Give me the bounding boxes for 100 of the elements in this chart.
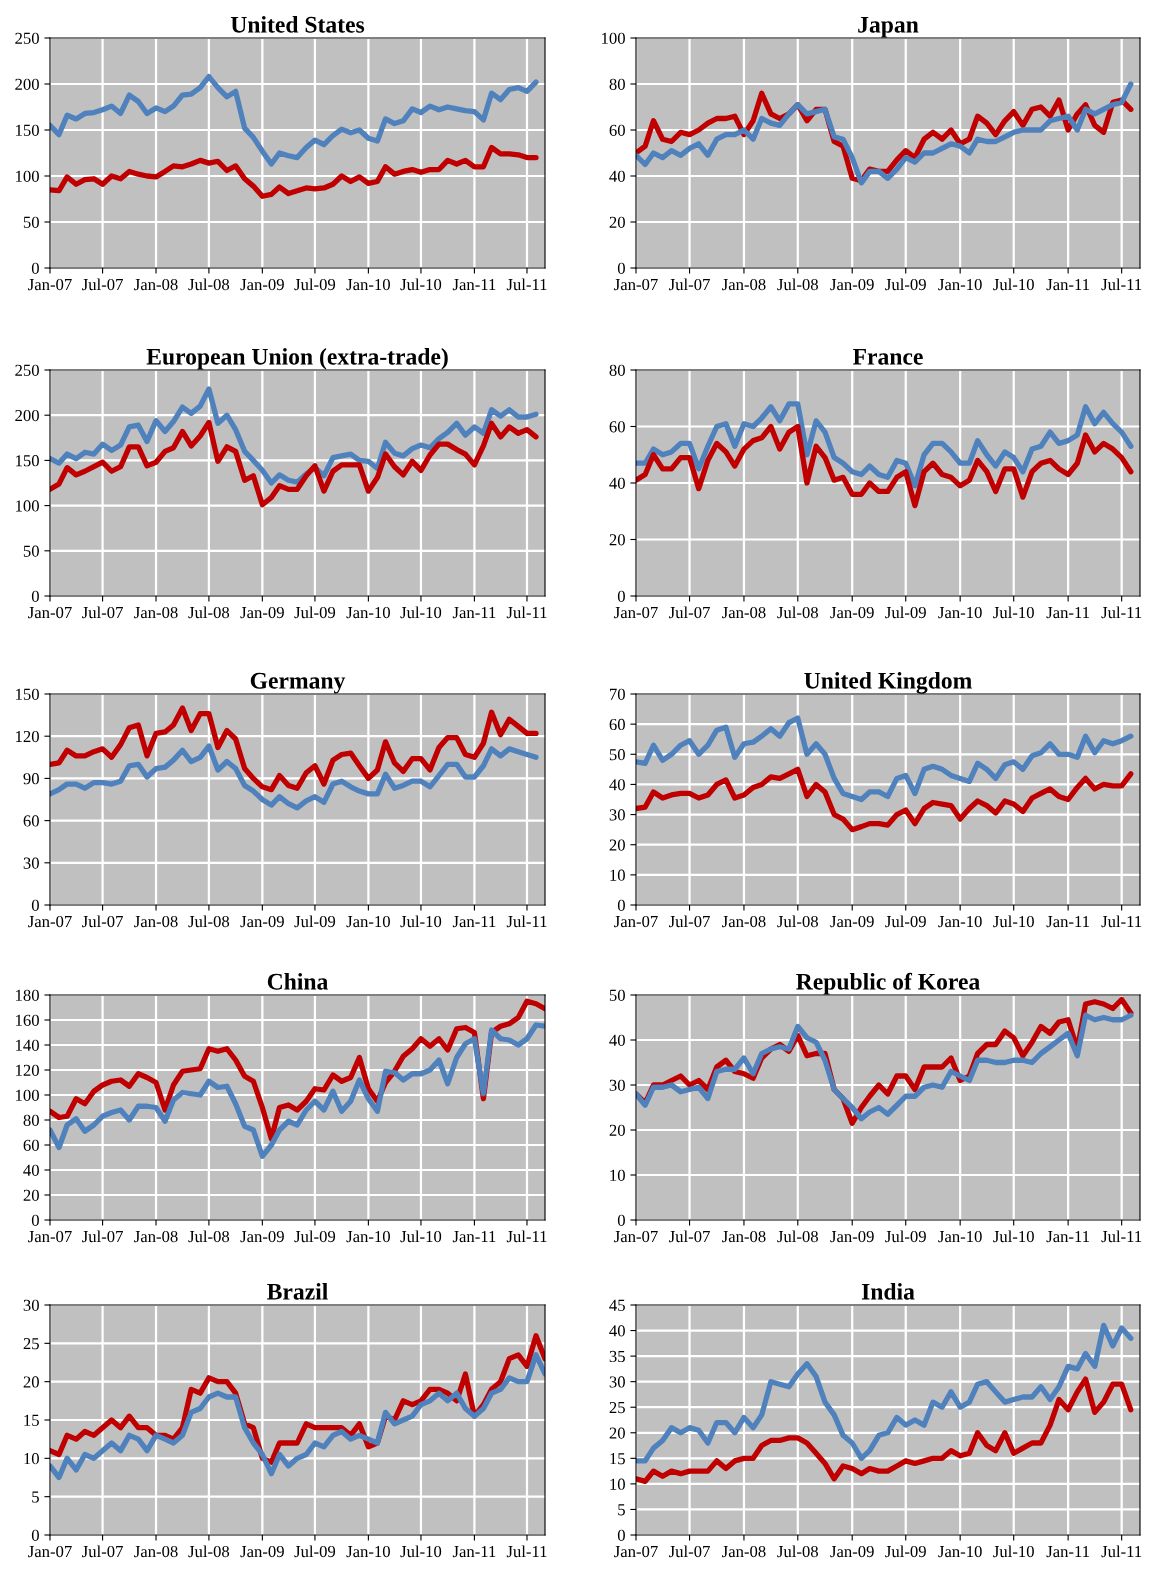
x-tick-label: Jan-08 <box>134 606 178 619</box>
x-tick-label: Jul-08 <box>188 278 230 291</box>
x-tick-label: Jul-07 <box>669 278 710 291</box>
y-tick-label: 30 <box>23 1299 39 1311</box>
y-tick-label: 60 <box>23 1139 39 1151</box>
y-tick-label: 0 <box>617 262 625 274</box>
y-tick-label: 70 <box>610 688 625 700</box>
y-tick-label: 25 <box>609 1401 625 1414</box>
y-tick-label: 120 <box>16 730 39 743</box>
y-tick-label: 90 <box>23 773 39 785</box>
x-tick-label: Jan-07 <box>28 606 72 619</box>
x-tick-label: Jan-09 <box>830 1545 874 1558</box>
x-tick-label: Jan-08 <box>722 278 766 291</box>
x-tick-label: Jul-11 <box>506 1545 547 1558</box>
y-tick-label: 10 <box>610 869 625 881</box>
y-tick-label: 30 <box>609 1376 625 1388</box>
y-tick-label: 160 <box>16 1014 39 1026</box>
y-tick-label: 150 <box>16 124 39 136</box>
chart-title: United Kingdom <box>804 672 972 694</box>
x-tick-label: Jan-10 <box>346 606 390 619</box>
x-tick-label: Jan-11 <box>452 278 496 291</box>
chart-title: Brazil <box>267 1283 328 1300</box>
x-tick-label: Jan-10 <box>938 606 982 619</box>
x-tick-label: Jan-11 <box>1046 278 1090 291</box>
y-tick-label: 30 <box>609 809 625 821</box>
y-tick-label: 100 <box>602 32 625 44</box>
y-tick-label: 40 <box>23 1164 39 1176</box>
y-tick-label: 250 <box>15 32 39 44</box>
chart-title: European Union (extra-trade) <box>146 348 448 370</box>
x-tick-label: Jan-07 <box>28 915 72 928</box>
y-tick-label: 40 <box>609 170 625 182</box>
y-tick-label: 100 <box>16 1089 39 1101</box>
x-tick-label: Jan-09 <box>830 278 874 291</box>
chart-title: Germany <box>250 672 346 694</box>
chart-title: Republic of Korea <box>796 972 980 995</box>
x-tick-label: Jul-09 <box>294 278 336 291</box>
x-tick-label: Jan-11 <box>1046 915 1090 928</box>
y-tick-label: 40 <box>609 779 625 791</box>
x-tick-label: Jul-09 <box>294 1230 336 1243</box>
x-tick-label: Jan-11 <box>452 1545 496 1558</box>
x-tick-label: Jul-10 <box>400 1545 442 1558</box>
chart-title: China <box>267 973 328 990</box>
x-tick-label: Jul-11 <box>1101 1545 1142 1558</box>
chart-title: Japan <box>858 16 919 38</box>
y-tick-label: 40 <box>609 477 625 489</box>
y-tick-label: 15 <box>610 1453 625 1465</box>
x-tick-label: Jul-07 <box>82 606 123 619</box>
x-tick-label: Jul-11 <box>1101 278 1142 291</box>
x-tick-label: Jul-10 <box>993 606 1034 619</box>
y-tick-label: 0 <box>31 590 39 602</box>
y-tick-label: 80 <box>609 78 625 90</box>
y-tick-label: 0 <box>617 1529 625 1541</box>
x-tick-label: Jan-09 <box>240 915 284 928</box>
y-tick-label: 20 <box>609 534 625 546</box>
x-tick-label: Jan-10 <box>938 278 982 291</box>
x-tick-label: Jul-11 <box>506 915 547 928</box>
y-tick-label: 0 <box>617 899 625 911</box>
y-tick-label: 35 <box>609 1350 625 1363</box>
x-tick-label: Jul-09 <box>885 1230 926 1243</box>
x-tick-label: Jul-09 <box>294 1545 336 1558</box>
y-tick-label: 30 <box>609 1079 625 1091</box>
y-tick-label: 100 <box>16 500 39 512</box>
x-tick-label: Jan-07 <box>614 915 658 928</box>
x-tick-label: Jul-09 <box>885 278 926 291</box>
y-tick-label: 50 <box>23 216 39 228</box>
y-tick-label: 10 <box>24 1453 39 1465</box>
y-tick-label: 40 <box>609 1325 625 1337</box>
y-tick-label: 100 <box>16 170 39 182</box>
y-tick-label: 0 <box>31 1529 39 1541</box>
x-tick-label: Jul-10 <box>400 606 442 619</box>
x-tick-label: Jul-07 <box>669 1230 710 1243</box>
y-tick-label: 20 <box>609 1427 625 1439</box>
x-tick-label: Jul-11 <box>1101 1230 1142 1243</box>
x-tick-label: Jul-07 <box>82 915 123 928</box>
y-tick-label: 20 <box>609 1124 625 1136</box>
y-tick-label: 80 <box>609 364 625 376</box>
y-tick-label: 50 <box>23 545 39 557</box>
x-tick-label: Jan-07 <box>28 1230 72 1243</box>
y-tick-label: 60 <box>609 124 625 136</box>
x-tick-label: Jul-08 <box>188 915 230 928</box>
y-tick-label: 0 <box>31 899 39 911</box>
y-tick-label: 5 <box>618 1504 625 1516</box>
chart-title: India <box>861 1283 915 1300</box>
x-tick-label: Jan-07 <box>614 1545 658 1558</box>
x-tick-label: Jul-08 <box>777 278 818 291</box>
chart-title: France <box>853 348 923 365</box>
x-tick-label: Jan-11 <box>452 606 496 619</box>
x-tick-label: Jul-10 <box>400 1230 442 1243</box>
x-tick-label: Jul-09 <box>885 1545 926 1558</box>
x-tick-label: Jan-08 <box>722 606 766 619</box>
y-tick-label: 10 <box>610 1478 625 1490</box>
x-tick-label: Jan-09 <box>830 915 874 928</box>
y-tick-label: 200 <box>15 409 39 422</box>
x-tick-label: Jul-08 <box>188 1545 230 1558</box>
x-tick-label: Jan-08 <box>722 1230 766 1243</box>
y-tick-label: 0 <box>617 590 625 602</box>
y-tick-label: 60 <box>23 815 39 827</box>
y-tick-label: 30 <box>23 857 39 869</box>
x-tick-label: Jul-10 <box>993 1230 1034 1243</box>
x-tick-label: Jan-10 <box>346 915 390 928</box>
